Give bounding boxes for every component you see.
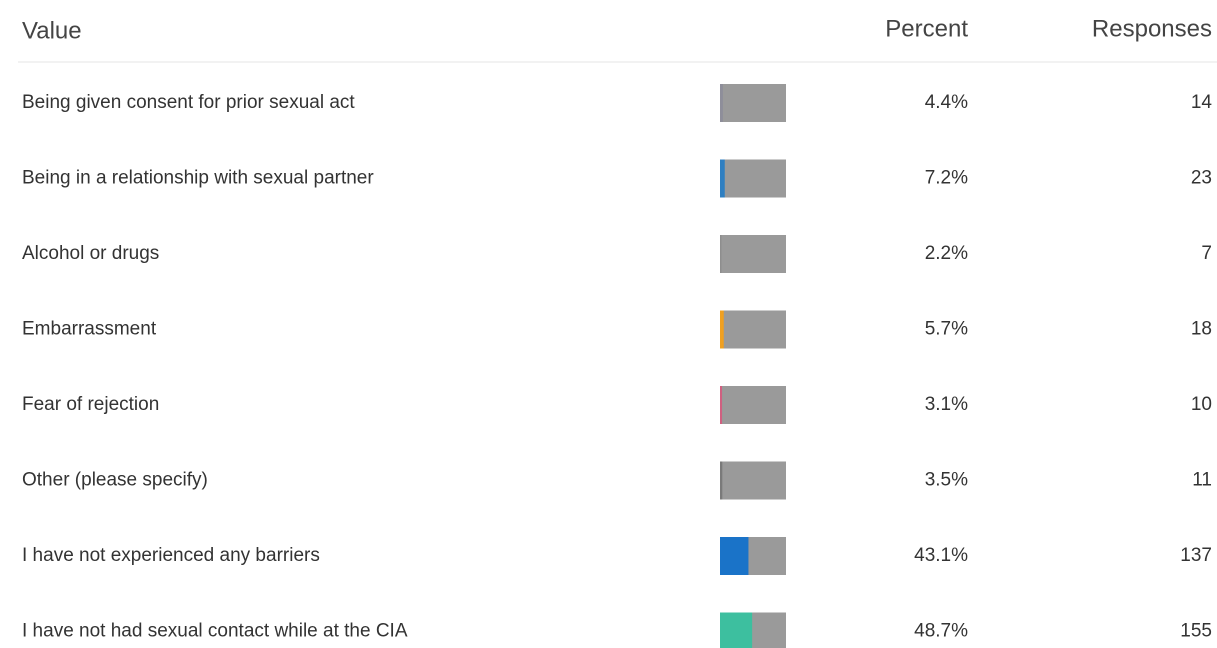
responses: 14	[1191, 92, 1213, 113]
bar-fill	[720, 612, 753, 648]
header-value: Value	[22, 17, 82, 44]
bar-track	[720, 461, 786, 500]
bar-track	[720, 386, 786, 424]
responses: 155	[1180, 621, 1212, 642]
bar-fill	[720, 461, 723, 500]
percent: 2.2%	[925, 243, 968, 264]
percent: 3.5%	[925, 470, 968, 491]
row-label: Embarrassment	[22, 319, 157, 340]
bar-fill	[720, 386, 723, 424]
row-label: Fear of rejection	[22, 394, 159, 415]
bar-fill	[720, 310, 724, 349]
row-label: Other (please specify)	[22, 470, 208, 491]
row-label: I have not had sexual contact while at t…	[22, 621, 408, 642]
responses: 11	[1192, 470, 1212, 491]
row-label: Alcohol or drugs	[22, 243, 159, 264]
bar-fill	[720, 84, 723, 122]
row-label: I have not experienced any barriers	[22, 545, 320, 566]
bar-track	[720, 159, 786, 198]
bar-track	[720, 235, 786, 273]
percent: 48.7%	[914, 621, 968, 642]
percent: 5.7%	[925, 319, 968, 340]
percent: 7.2%	[925, 168, 968, 189]
header-responses: Responses	[1092, 15, 1212, 42]
bar-track	[720, 310, 786, 349]
header-percent: Percent	[885, 15, 968, 42]
responses: 7	[1201, 243, 1212, 264]
responses: 137	[1180, 545, 1212, 566]
bar-fill	[720, 235, 722, 273]
bar-fill	[720, 159, 725, 198]
bar-track	[720, 84, 786, 122]
responses: 23	[1191, 168, 1212, 189]
row-label: Being given consent for prior sexual act	[22, 92, 355, 113]
percent: 4.4%	[925, 92, 968, 113]
percent: 3.1%	[925, 394, 968, 415]
row-label: Being in a relationship with sexual part…	[22, 168, 374, 189]
responses: 18	[1191, 319, 1212, 340]
bar-fill	[720, 537, 749, 575]
responses: 10	[1191, 394, 1212, 415]
percent: 43.1%	[914, 545, 968, 566]
